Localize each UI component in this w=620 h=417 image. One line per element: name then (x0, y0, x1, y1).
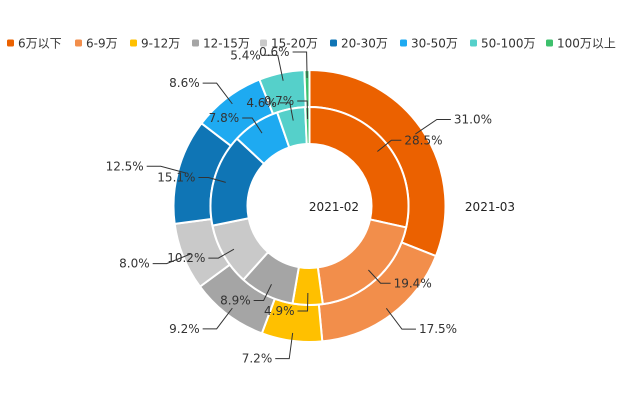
leader-line (263, 54, 284, 81)
data-label-2021-02-6: 28.5% (404, 133, 442, 147)
data-label-2021-02-50-100: 4.6% (246, 96, 277, 110)
inner-ring-2021-02 (209, 106, 410, 306)
legend-item-6[interactable]: 20-30万 (330, 37, 388, 51)
data-label-2021-02-15-20: 10.2% (167, 251, 205, 265)
data-label-2021-03-9-12: 7.2% (242, 352, 273, 366)
slice-2021-02-100[interactable] (304, 106, 311, 146)
legend-swatch (546, 39, 553, 47)
legend-swatch (330, 39, 337, 47)
data-label-2021-03-20-30: 12.5% (106, 159, 144, 173)
data-label-2021-03-50-100: 5.4% (230, 48, 261, 62)
legend-item-8[interactable]: 50-100万 (470, 37, 536, 51)
legend-label: 6-9万 (86, 37, 118, 51)
legend-item-3[interactable]: 9-12万 (130, 37, 180, 51)
data-label-2021-03-12-15: 9.2% (169, 322, 200, 336)
legend-item-7[interactable]: 30-50万 (400, 37, 458, 51)
leader-line (292, 51, 308, 79)
leader-line (146, 165, 186, 174)
legend-swatch (75, 39, 82, 47)
legend-label: 50-100万 (481, 37, 536, 51)
leader-line (279, 102, 294, 121)
inner-series-name: 2021-02 (309, 200, 359, 214)
leader-line (297, 100, 309, 120)
data-label-2021-03-100: 0.6% (259, 45, 290, 59)
data-label-2021-03-15-20: 8.0% (119, 257, 150, 271)
data-label-2021-02-6-9: 19.4% (394, 276, 432, 290)
leader-line (253, 284, 272, 301)
legend-swatch (470, 39, 477, 47)
leader-line (202, 307, 233, 330)
leader-line (275, 332, 294, 360)
data-label-2021-02-20-30: 15.1% (157, 171, 195, 185)
legend-item-1[interactable]: 6万以下 (7, 37, 62, 51)
data-label-2021-02-100: 0.7% (264, 94, 295, 108)
legend-label: 30-50万 (411, 37, 458, 51)
leader-line (368, 269, 391, 284)
leader-line (297, 292, 309, 312)
data-label-2021-03-6: 31.0% (454, 112, 492, 126)
legend-item-5[interactable]: 15-20万 (260, 37, 318, 51)
legend-label: 20-30万 (341, 37, 388, 51)
legend-item-4[interactable]: 12-15万 (192, 37, 250, 51)
outer-series-name: 2021-03 (465, 200, 515, 214)
leader-line (385, 308, 416, 330)
legend-label: 15-20万 (271, 37, 318, 51)
legend-item-2[interactable]: 6-9万 (75, 37, 118, 51)
legend-swatch (400, 39, 407, 47)
leader-line (208, 248, 235, 259)
legend-label: 6万以下 (18, 37, 62, 51)
legend-label: 100万以上 (557, 37, 616, 51)
legend-swatch (192, 39, 199, 47)
legend-label: 9-12万 (141, 37, 180, 51)
leader-line (198, 177, 226, 183)
leader-line (377, 139, 402, 152)
legend: 6万以下 6-9万 9-12万 12-15万 15-20万 20-30万 30-50万 50-… (7, 37, 616, 51)
data-label-2021-02-9-12: 4.9% (264, 304, 295, 318)
legend-swatch (130, 39, 137, 47)
legend-item-9[interactable]: 100万以上 (546, 37, 616, 51)
legend-label: 12-15万 (203, 37, 250, 51)
leader-line (415, 118, 451, 135)
data-label-2021-02-12-15: 8.9% (220, 293, 251, 307)
legend-swatch (7, 39, 14, 47)
data-labels: 28.5% 19.4% 4.9% 8.9% 10.2% 15.1% 7.8% 4.6%0.7%… (106, 45, 492, 366)
leader-line (202, 82, 233, 105)
data-label-2021-03-6-9: 17.5% (419, 322, 457, 336)
data-label-2021-02-30-50: 7.8% (209, 111, 240, 125)
legend-swatch (260, 39, 267, 47)
leader-line (152, 253, 191, 265)
slice-2021-02-6[interactable] (308, 106, 410, 229)
data-label-2021-03-30-50: 8.6% (169, 76, 200, 90)
leader-line (242, 117, 263, 134)
